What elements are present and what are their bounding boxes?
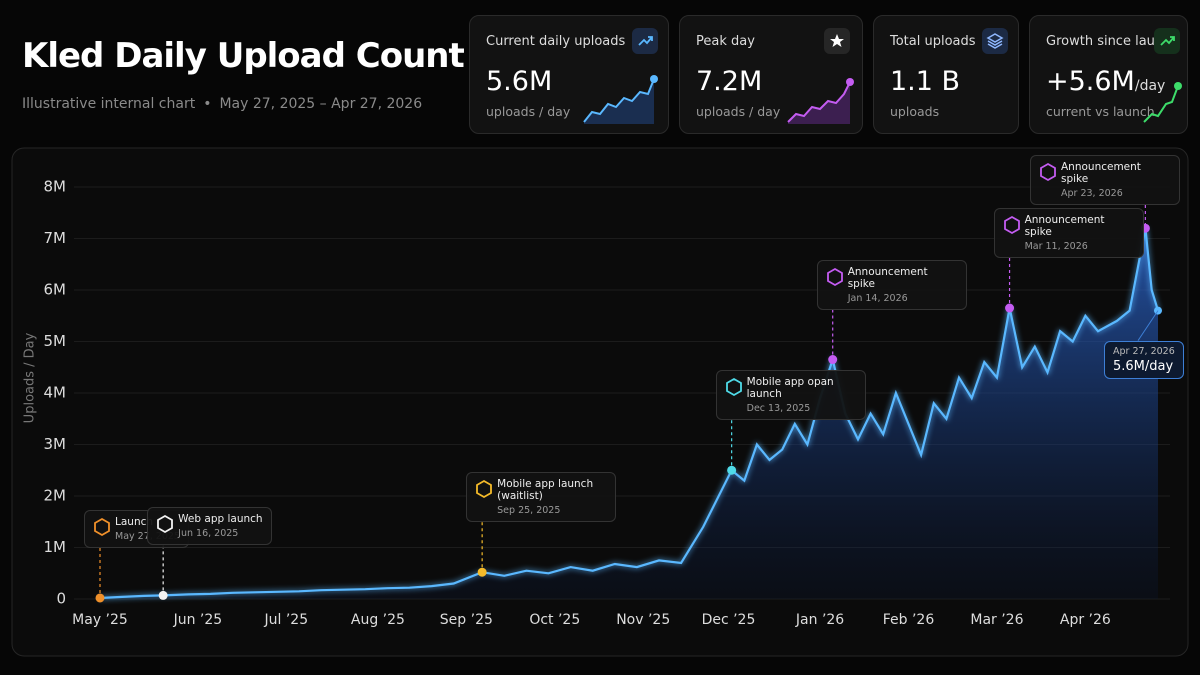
annotation-date: Mar 11, 2026 [1024, 241, 1088, 253]
kpi-unit: uploads / day [696, 104, 781, 119]
annotation-date: Dec 13, 2025 [746, 403, 811, 415]
hexagon [1003, 215, 1020, 235]
subtitle-text: Illustrative internal chart [22, 96, 196, 112]
y-tick-label: 3M [44, 435, 67, 453]
annotation-date: Jun 16, 2025 [178, 528, 239, 540]
callout-leader [1137, 310, 1159, 341]
kpi-card: Growth since launch +5.6M/day current vs… [1029, 15, 1188, 134]
annotation-box: Mobile app launch (waitlist) Sep 25, 2025 [466, 472, 617, 523]
x-tick-label: Jan ’26 [795, 612, 844, 628]
annotation-point [158, 590, 168, 600]
annotation-icon [157, 515, 174, 534]
x-tick-label: Aug ’25 [351, 612, 405, 628]
kpi-value: 1.1 B [890, 66, 961, 97]
annotation-box: Announcement spike Jan 14, 2026 [816, 259, 967, 310]
kpi-icon [1154, 28, 1180, 54]
y-tick-label: 0 [56, 590, 66, 608]
x-tick-label: Mar ’26 [970, 612, 1023, 628]
x-tick-label: May ’25 [72, 612, 128, 628]
y-tick-label: 2M [44, 487, 67, 505]
kpi-card: Current daily uploads 5.6M uploads / day [469, 15, 669, 134]
x-tick-label: Apr ’26 [1060, 612, 1111, 628]
annotation-icon [725, 378, 742, 397]
annotation-point [727, 465, 737, 475]
kpi-title: Current daily uploads [486, 34, 626, 49]
y-axis-label: Uploads / Day [23, 332, 38, 423]
annotation-date: Apr 23, 2026 [1061, 188, 1123, 199]
x-tick-label: Oct ’25 [529, 612, 580, 628]
annotation-box: Announcement spike Mar 11, 2026 [993, 208, 1144, 259]
x-tick-label: Jul ’25 [264, 612, 309, 628]
annotation-box: Announcement spike Apr 23, 2026 [1030, 155, 1180, 205]
kpi-value: 7.2M [696, 66, 763, 97]
y-tick-label: 8M [44, 178, 67, 196]
date-range: May 27, 2025 – Apr 27, 2026 [219, 96, 423, 112]
end-callout: Apr 27, 2026 5.6M/day [1104, 340, 1184, 379]
annotation-label: Mobile app launch (waitlist) [497, 478, 594, 503]
annotation-icon [476, 480, 493, 499]
annotation-point [1005, 303, 1015, 313]
annotation-box: Web app launch Jun 16, 2025 [147, 507, 272, 546]
kpi-icon [982, 28, 1008, 54]
annotation-point [477, 567, 487, 577]
annotation-label: Announcement spike [847, 265, 928, 290]
callout-date: Apr 27, 2026 [1113, 345, 1175, 357]
annotation-label: Announcement spike [1024, 214, 1105, 239]
subtitle: Illustrative internal chart • May 27, 2025… [22, 96, 423, 112]
annotation-point [95, 593, 105, 603]
kpi-unit: uploads [890, 104, 940, 119]
y-tick-label: 1M [44, 538, 67, 556]
annotation-box: Mobile app opan launch Dec 13, 2025 [715, 370, 866, 421]
y-tick-label: 6M [44, 281, 67, 299]
area [100, 228, 1158, 599]
y-tick-label: 7M [44, 229, 67, 247]
hexagon [94, 517, 110, 537]
y-tick-label: 5M [44, 332, 67, 350]
sparkline [1143, 82, 1182, 123]
kpi-title: Total uploads [890, 34, 976, 49]
annotation-label: Launch [115, 515, 154, 528]
annotation-date: Sep 25, 2025 [497, 505, 561, 517]
kpi-title: Growth since launch [1046, 34, 1179, 49]
x-tick-label: Jun ’25 [173, 612, 223, 628]
x-tick-label: Nov ’25 [616, 612, 670, 628]
page-title: Kled Daily Upload Count [22, 36, 465, 76]
annotation-icon [94, 517, 110, 537]
annotation-point [828, 355, 838, 365]
callout-value: 5.6M/day [1113, 358, 1174, 374]
hexagon [1040, 162, 1056, 182]
kpi-value-suffix: /day [1134, 78, 1166, 94]
annotation-icon [1040, 162, 1056, 182]
annotation-date: Jan 14, 2026 [847, 292, 908, 304]
hexagon [476, 480, 493, 499]
kpi-icon [824, 28, 850, 54]
kpi-card: Peak day 7.2M uploads / day [679, 15, 863, 134]
kpi-unit: current vs launch [1046, 104, 1155, 119]
sparkline [583, 75, 658, 124]
hexagon [725, 378, 742, 397]
kpi-value: +5.6M/day [1046, 66, 1165, 97]
kpi-unit: uploads / day [486, 104, 571, 119]
hexagon [826, 267, 843, 286]
x-tick-label: Feb ’26 [883, 612, 935, 628]
kpi-value: 5.6M [486, 66, 553, 97]
line [99, 227, 1160, 600]
x-tick-label: Sep ’25 [440, 612, 493, 628]
kpi-title: Peak day [696, 34, 755, 49]
kpi-value-text: +5.6M [1046, 66, 1135, 97]
x-tick-label: Dec ’25 [702, 612, 756, 628]
annotation-label: Web app launch [178, 513, 263, 526]
annotation-icon [826, 267, 843, 286]
annotation-icon [1003, 215, 1020, 235]
annotation-label: Mobile app opan launch [746, 376, 834, 401]
annotation-label: Announcement spike [1061, 161, 1141, 185]
y-tick-label: 4M [44, 384, 67, 402]
kpi-card: Total uploads 1.1 B uploads [873, 15, 1019, 134]
kpi-icon [632, 28, 658, 54]
hexagon [157, 515, 174, 534]
sparkline [787, 78, 854, 124]
